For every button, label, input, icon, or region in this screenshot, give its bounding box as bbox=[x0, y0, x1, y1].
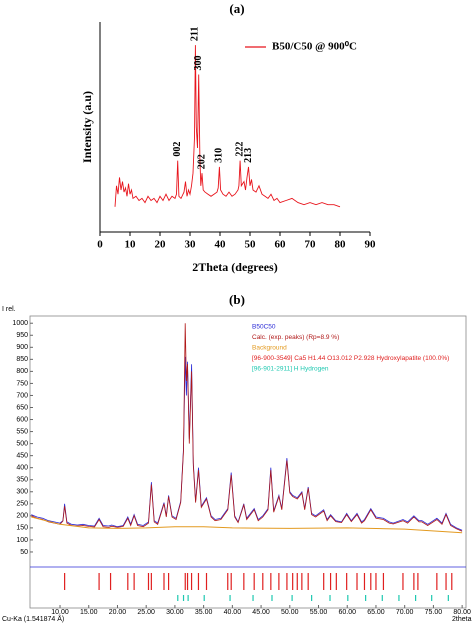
chart-title: (b) bbox=[229, 292, 245, 307]
peak-label: 300 bbox=[193, 56, 204, 71]
y-tick-label: 800 bbox=[16, 368, 28, 375]
peak-label: 310 bbox=[214, 148, 225, 163]
y-tick-label: 550 bbox=[16, 428, 28, 435]
peak-label: 002 bbox=[172, 142, 183, 157]
x-tick-label: 40.00 bbox=[224, 609, 242, 616]
x-tick-label: 20.00 bbox=[109, 609, 127, 616]
y-tick-label: 350 bbox=[16, 477, 28, 484]
x-axis-label: 2theta bbox=[452, 616, 472, 623]
legend-label: [96-900-3549] Ca5 H1.44 O13.012 P2.928 H… bbox=[252, 355, 449, 362]
legend-label: Background bbox=[252, 345, 287, 352]
legend-label: B50C50 bbox=[252, 324, 276, 331]
x-tick-label: 30 bbox=[185, 239, 197, 251]
data-line bbox=[31, 323, 463, 532]
y-tick-label: 250 bbox=[16, 501, 28, 508]
y-tick-label: 100 bbox=[16, 537, 28, 544]
legend-label: Calc. (exp. peaks) (Rp=8.9 %) bbox=[252, 334, 339, 341]
peak-label: 222 bbox=[234, 142, 245, 157]
y-tick-label: 50 bbox=[20, 549, 28, 556]
y-tick-label: 150 bbox=[16, 525, 28, 532]
x-tick-label: 60.00 bbox=[338, 609, 356, 616]
y-axis-label: I rel. bbox=[2, 306, 16, 313]
x-tick-label: 90 bbox=[365, 239, 377, 251]
x-tick-label: 70 bbox=[305, 239, 317, 251]
x-tick-label: 30.00 bbox=[166, 609, 184, 616]
chart-title: (a) bbox=[229, 1, 244, 16]
y-axis-label: Intensity (a.u) bbox=[80, 91, 94, 163]
legend-label: B50/C50 @ 900⁰C bbox=[272, 41, 357, 53]
y-tick-label: 750 bbox=[16, 380, 28, 387]
x-tick-label: 75.00 bbox=[425, 609, 443, 616]
x-tick-label: 10.00 bbox=[51, 609, 69, 616]
y-tick-label: 900 bbox=[16, 344, 28, 351]
x-tick-label: 50.00 bbox=[281, 609, 299, 616]
data-line bbox=[31, 516, 463, 534]
legend-label: [96-901-2911] H Hydrogen bbox=[252, 366, 329, 373]
x-tick-label: 50 bbox=[245, 239, 257, 251]
x-tick-label: 60 bbox=[275, 239, 287, 251]
note: Cu-Ka (1.541874 Å) bbox=[2, 614, 64, 623]
y-tick-label: 650 bbox=[16, 404, 28, 411]
x-tick-label: 20 bbox=[155, 239, 167, 251]
y-tick-label: 1000 bbox=[12, 320, 28, 327]
data-line bbox=[114, 45, 341, 208]
peak-label: 213 bbox=[243, 148, 254, 163]
peak-label: 202 bbox=[196, 154, 207, 169]
y-tick-label: 400 bbox=[16, 465, 28, 472]
data-line bbox=[31, 356, 463, 531]
x-axis-label: 2Theta (degrees) bbox=[192, 260, 277, 274]
peak-label: 211 bbox=[190, 27, 201, 41]
y-tick-label: 950 bbox=[16, 332, 28, 339]
y-tick-label: 500 bbox=[16, 440, 28, 447]
y-tick-label: 300 bbox=[16, 489, 28, 496]
x-tick-label: 35.00 bbox=[195, 609, 213, 616]
y-tick-label: 700 bbox=[16, 392, 28, 399]
x-tick-label: 25.00 bbox=[137, 609, 155, 616]
x-tick-label: 15.00 bbox=[80, 609, 98, 616]
y-tick-label: 600 bbox=[16, 416, 28, 423]
x-tick-label: 70.00 bbox=[396, 609, 414, 616]
x-tick-label: 45.00 bbox=[252, 609, 270, 616]
y-tick-label: 850 bbox=[16, 356, 28, 363]
x-tick-label: 0 bbox=[97, 239, 103, 251]
x-tick-label: 40 bbox=[215, 239, 227, 251]
y-tick-label: 200 bbox=[16, 513, 28, 520]
x-tick-label: 80 bbox=[335, 239, 347, 251]
y-tick-label: 450 bbox=[16, 452, 28, 459]
x-tick-label: 65.00 bbox=[367, 609, 385, 616]
x-tick-label: 55.00 bbox=[310, 609, 328, 616]
x-tick-label: 10 bbox=[125, 239, 137, 251]
x-tick-label: 80.00 bbox=[453, 609, 471, 616]
plot-frame bbox=[29, 315, 467, 609]
